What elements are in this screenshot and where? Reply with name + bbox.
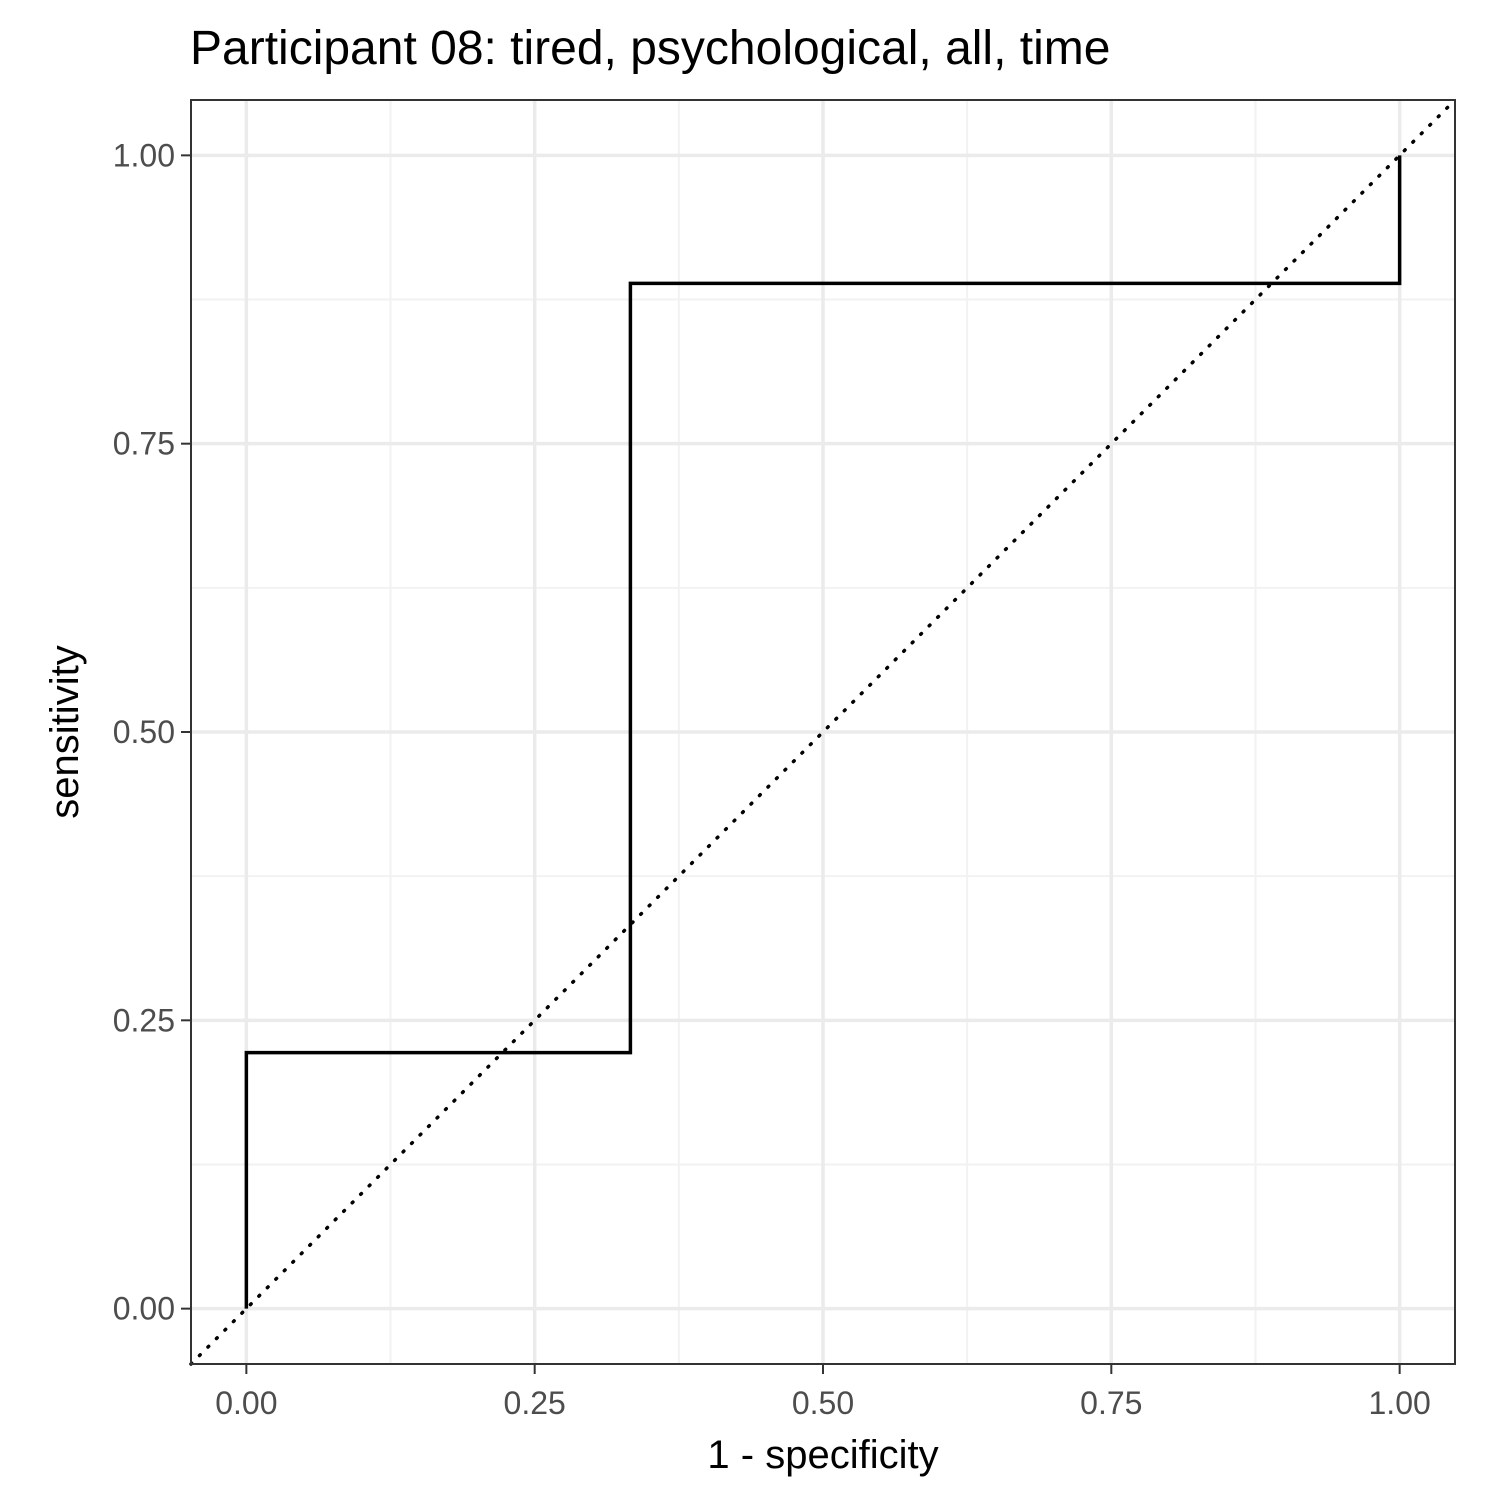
y-axis-ticks: 0.00 0.25 0.50 0.75 1.00 (113, 137, 191, 1327)
chart-title: Participant 08: tired, psychological, al… (190, 22, 1110, 75)
y-tick-label: 0.25 (113, 1002, 175, 1038)
x-tick-label: 0.50 (792, 1385, 854, 1421)
y-tick-label: 1.00 (113, 137, 175, 173)
diagonal-reference-line (189, 98, 1457, 1366)
x-axis-title: 1 - specificity (707, 1433, 938, 1477)
y-tick-label: 0.00 (113, 1291, 175, 1327)
roc-curve-line (244, 155, 1402, 1309)
x-tick-label: 0.75 (1080, 1385, 1142, 1421)
y-tick-label: 0.50 (113, 714, 175, 750)
x-tick-label: 0.00 (215, 1385, 277, 1421)
major-gridlines (191, 100, 1455, 1364)
y-axis-title: sensitivity (43, 645, 87, 818)
x-tick-label: 1.00 (1369, 1385, 1431, 1421)
x-axis-ticks: 0.00 0.25 0.50 0.75 1.00 (215, 1364, 1431, 1421)
y-tick-label: 0.75 (113, 426, 175, 462)
x-tick-label: 0.25 (504, 1385, 566, 1421)
